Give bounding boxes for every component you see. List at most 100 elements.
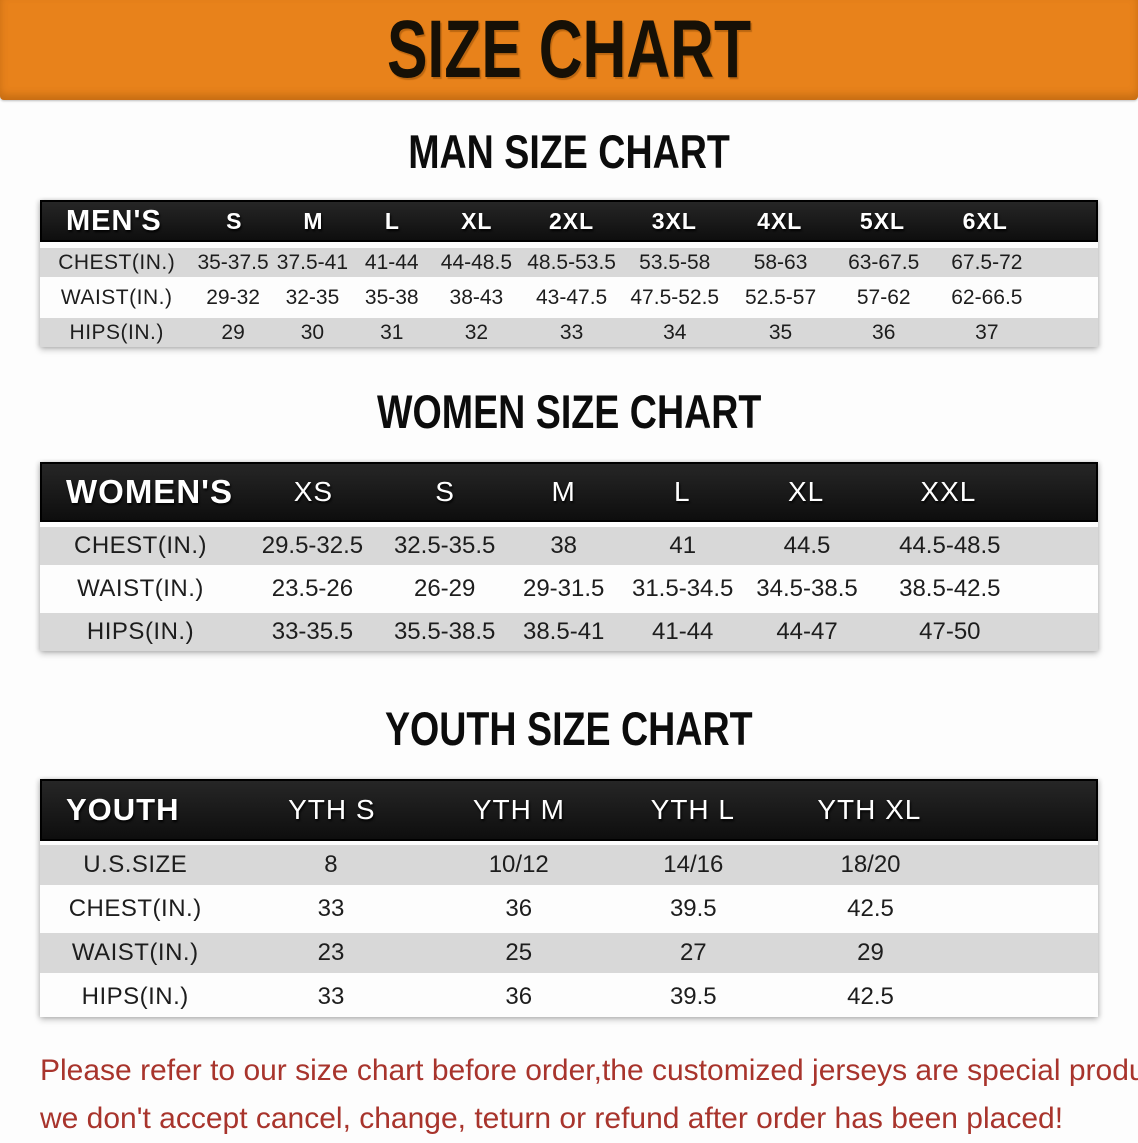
measurement-cell: 67.5-72 (951, 250, 1023, 274)
youth-section-heading: YOUTH SIZE CHART (0, 705, 1138, 752)
measurement-cell: 27 (679, 939, 707, 966)
measurement-cell: 18/20 (840, 851, 901, 878)
size-column-header: XL (787, 476, 825, 507)
size-column-header: XS (293, 476, 334, 507)
measurement-cell: 33 (317, 983, 345, 1010)
measurement-cell: 35.5-38.5 (393, 618, 496, 645)
size-column-header: M (551, 476, 576, 507)
row-label: HIPS(IN.) (81, 983, 189, 1010)
size-column-header: L (384, 207, 400, 234)
row-label: CHEST(IN.) (58, 250, 176, 274)
measurement-cell: 10/12 (488, 851, 549, 878)
men-table-body: CHEST(IN.) 35-37.5 37.5-41 41-44 44-48.5 48.5… (40, 248, 1098, 347)
measurement-cell: 43-47.5 (535, 285, 608, 309)
table-row: HIPS(IN.) 33 36 39.5 42.5 (40, 977, 1098, 1017)
size-column-header: YTH M (472, 794, 565, 825)
women-table-header: WOMEN'S XS S M L XL XXL (40, 462, 1098, 522)
youth-size-table: YOUTH YTH S YTH M YTH L YTH XL U.S.SIZE 8 10/… (40, 779, 1098, 1017)
disclaimer-line-2: we don't accept cancel, change, teturn o… (40, 1102, 1064, 1135)
measurement-cell: 52.5-57 (744, 285, 817, 309)
women-section-heading: WOMEN SIZE CHART (0, 388, 1138, 435)
measurement-cell: 38 (550, 532, 578, 559)
youth-table-body: U.S.SIZE 8 10/12 14/16 18/20 CHEST(IN.) 33 36 39… (40, 845, 1098, 1017)
measurement-cell: 35-37.5 (197, 250, 269, 274)
measurement-cell: 34.5-38.5 (756, 575, 858, 602)
measurement-cell: 35 (768, 320, 793, 344)
measurement-cell: 35-38 (364, 285, 419, 309)
measurement-cell: 41 (669, 532, 697, 559)
men-table-label: MEN'S (66, 204, 162, 237)
measurement-cell: 33-35.5 (271, 618, 354, 645)
women-heading-text: WOMEN SIZE CHART (376, 385, 762, 438)
size-column-header: XL (461, 207, 493, 234)
size-column-header: S (435, 476, 455, 507)
measurement-cell: 63-67.5 (848, 250, 920, 274)
youth-table-header: YOUTH YTH S YTH M YTH L YTH XL (40, 779, 1098, 841)
measurement-cell: 41-44 (652, 618, 714, 645)
size-column-header: 6XL (962, 207, 1008, 234)
row-label: CHEST(IN.) (74, 532, 207, 559)
measurement-cell: 47.5-52.5 (630, 285, 720, 309)
size-column-header: YTH L (650, 794, 735, 825)
men-table-header: MEN'S S M L XL 2XL 3XL 4XL 5XL 6XL (40, 200, 1098, 242)
measurement-cell: 23 (317, 939, 345, 966)
measurement-cell: 36 (505, 983, 533, 1010)
measurement-cell: 34 (663, 320, 687, 344)
size-column-header: 2XL (549, 207, 595, 234)
measurement-cell: 36 (505, 895, 533, 922)
measurement-cell: 23.5-26 (271, 575, 354, 602)
size-column-header: XXL (920, 476, 977, 507)
measurement-cell: 42.5 (847, 983, 894, 1010)
measurement-cell: 25 (505, 939, 533, 966)
size-chart-banner: SIZE CHART (0, 0, 1138, 100)
measurement-cell: 8 (324, 851, 338, 878)
size-column-header: 5XL (859, 207, 906, 234)
measurement-cell: 38-43 (449, 285, 504, 309)
women-table-label: WOMEN'S (66, 473, 234, 510)
measurement-cell: 29 (221, 320, 245, 344)
measurement-cell: 33 (317, 895, 345, 922)
measurement-cell: 32 (464, 320, 489, 344)
size-column-header: 3XL (651, 207, 697, 234)
measurement-cell: 62-66.5 (951, 285, 1023, 309)
measurement-cell: 36 (872, 320, 896, 344)
table-row: CHEST(IN.) 35-37.5 37.5-41 41-44 44-48.5 48.5… (40, 248, 1098, 277)
measurement-cell: 29-32 (206, 285, 260, 309)
size-column-header: M (303, 207, 324, 234)
size-column-header: L (673, 476, 691, 507)
measurement-cell: 38.5-42.5 (899, 575, 1001, 602)
measurement-cell: 37.5-41 (276, 250, 349, 274)
measurement-cell: 33 (559, 320, 584, 344)
table-row: U.S.SIZE 8 10/12 14/16 18/20 (40, 845, 1098, 885)
measurement-cell: 53.5-58 (639, 250, 711, 274)
table-row: CHEST(IN.) 33 36 39.5 42.5 (40, 889, 1098, 929)
table-row: HIPS(IN.) 33-35.5 35.5-38.5 38.5-41 41-44 44-… (40, 613, 1098, 651)
table-row: WAIST(IN.) 29-32 32-35 35-38 38-43 43-47.5 47.… (40, 283, 1098, 312)
row-label: U.S.SIZE (83, 851, 188, 878)
measurement-cell: 32.5-35.5 (393, 532, 496, 559)
row-label: WAIST(IN.) (77, 575, 204, 602)
measurement-cell: 14/16 (663, 851, 724, 878)
measurement-cell: 39.5 (669, 895, 717, 922)
men-section-heading: MAN SIZE CHART (0, 128, 1138, 175)
row-label: HIPS(IN.) (69, 320, 164, 344)
measurement-cell: 29-31.5 (522, 575, 605, 602)
measurement-cell: 26-29 (413, 575, 476, 602)
row-label: WAIST(IN.) (71, 939, 199, 966)
measurement-cell: 41-44 (364, 250, 419, 274)
size-column-header: S (226, 207, 243, 234)
measurement-cell: 30 (300, 320, 325, 344)
men-heading-text: MAN SIZE CHART (408, 125, 730, 178)
measurement-cell: 58-63 (753, 250, 808, 274)
measurement-cell: 44-48.5 (440, 250, 513, 274)
row-label: WAIST(IN.) (60, 285, 173, 309)
measurement-cell: 57-62 (856, 285, 911, 309)
measurement-cell: 37 (975, 320, 999, 344)
measurement-cell: 29.5-32.5 (261, 532, 364, 559)
measurement-cell: 48.5-53.5 (527, 250, 616, 274)
measurement-cell: 39.5 (669, 983, 717, 1010)
measurement-cell: 42.5 (847, 895, 894, 922)
table-row: HIPS(IN.) 29 30 31 32 33 34 35 36 37 (40, 318, 1098, 347)
measurement-cell: 44.5-48.5 (899, 532, 1001, 559)
row-label: HIPS(IN.) (86, 618, 195, 645)
